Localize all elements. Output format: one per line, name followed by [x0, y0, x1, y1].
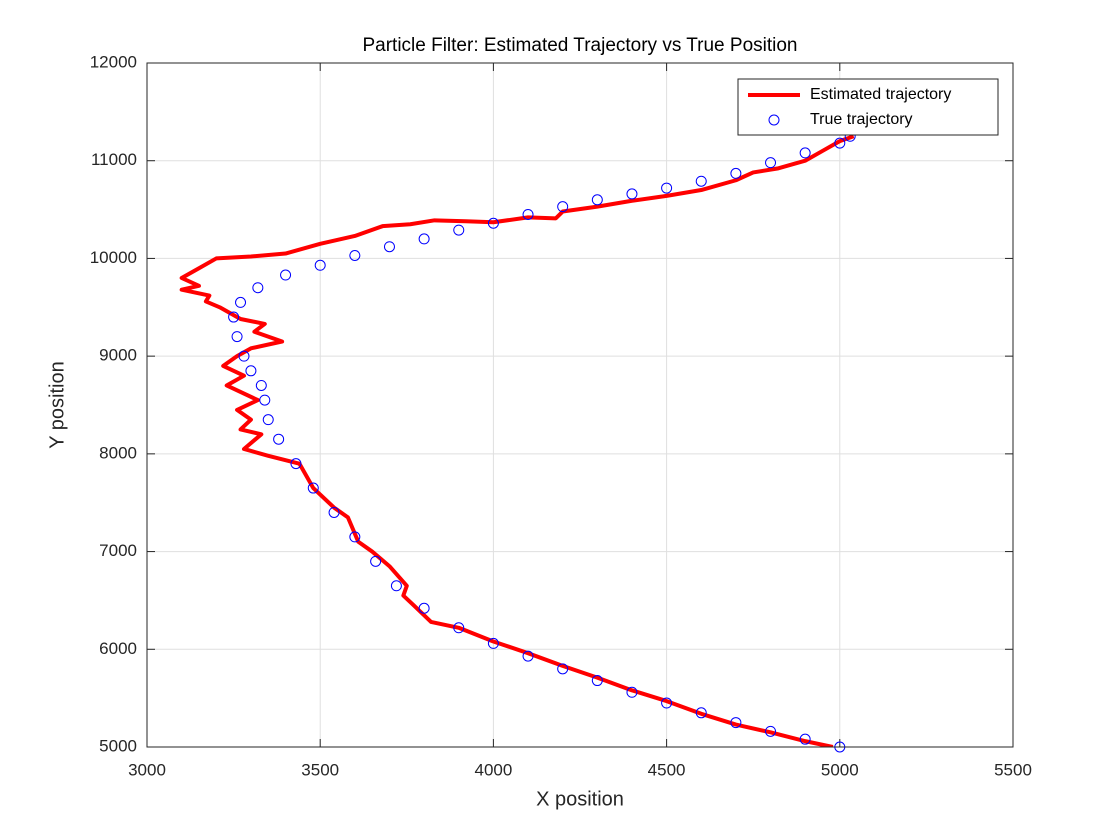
y-tick-label: 12000	[90, 52, 137, 71]
y-tick-label: 8000	[99, 443, 137, 462]
marker	[487, 637, 499, 649]
marker	[834, 137, 846, 149]
plot-area	[147, 63, 1013, 747]
y-tick-label: 7000	[99, 541, 137, 560]
y-axis-label: Y position	[46, 361, 68, 448]
marker	[765, 157, 777, 169]
marker	[245, 365, 257, 377]
marker	[695, 175, 707, 187]
marker	[328, 506, 340, 518]
marker	[231, 331, 243, 343]
x-tick-label: 4500	[648, 760, 686, 779]
marker	[314, 259, 326, 271]
marker	[765, 725, 777, 737]
marker	[799, 147, 811, 159]
marker	[557, 663, 569, 675]
x-tick-label: 4000	[474, 760, 512, 779]
legend-label: True trajectory	[810, 111, 913, 128]
marker	[228, 311, 240, 323]
marker	[557, 201, 569, 213]
marker	[390, 580, 402, 592]
marker	[626, 188, 638, 200]
marker	[349, 249, 361, 261]
legend-box	[737, 78, 999, 136]
marker	[349, 531, 361, 543]
marker	[661, 697, 673, 709]
marker	[262, 414, 274, 426]
series-line	[179, 134, 855, 747]
marker	[238, 350, 250, 362]
marker	[730, 167, 742, 179]
chart-title: Particle Filter: Estimated Trajectory vs…	[362, 35, 797, 56]
marker	[591, 675, 603, 687]
x-axis-label: X position	[536, 788, 624, 810]
marker	[695, 707, 707, 719]
marker	[418, 233, 430, 245]
marker	[383, 241, 395, 253]
marker	[626, 686, 638, 698]
y-tick-label: 5000	[99, 736, 137, 755]
y-tick-label: 11000	[91, 150, 137, 169]
marker	[255, 379, 267, 391]
y-tick-label: 9000	[99, 346, 137, 365]
marker	[591, 194, 603, 206]
marker	[252, 282, 264, 294]
axes-box	[146, 62, 1014, 748]
y-tick-label: 6000	[99, 639, 137, 658]
marker	[487, 217, 499, 229]
x-tick-label: 3500	[301, 760, 339, 779]
marker	[730, 717, 742, 729]
legend-label: Estimated trajectory	[810, 86, 951, 103]
marker	[259, 394, 271, 406]
marker	[453, 622, 465, 634]
marker	[418, 602, 430, 614]
marker	[235, 296, 247, 308]
x-tick-label: 5500	[994, 760, 1032, 779]
marker	[370, 555, 382, 567]
x-tick-label: 3000	[128, 760, 166, 779]
x-tick-label: 5000	[821, 760, 859, 779]
marker	[661, 182, 673, 194]
marker	[307, 482, 319, 494]
y-tick-label: 10000	[90, 248, 137, 267]
marker	[522, 650, 534, 662]
marker	[290, 458, 302, 470]
marker	[280, 269, 292, 281]
marker	[799, 733, 811, 745]
legend-swatch	[768, 114, 780, 126]
marker	[522, 208, 534, 220]
marker	[273, 433, 285, 445]
marker	[453, 224, 465, 236]
